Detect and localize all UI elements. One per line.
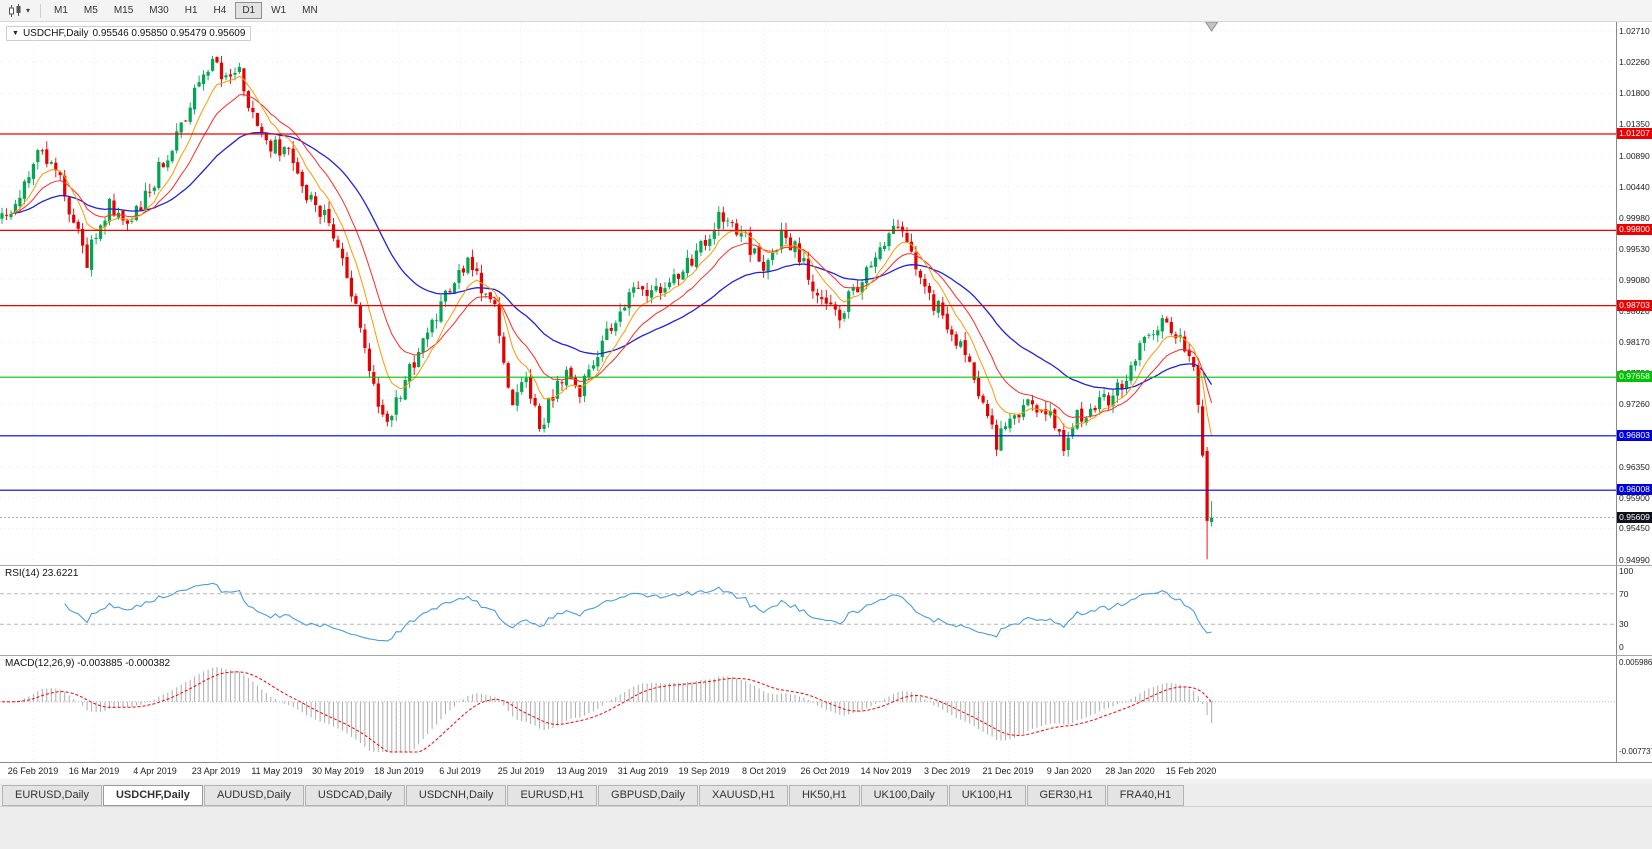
price-scale-label: 0.99530 [1619, 244, 1650, 254]
timeframe-button-d1[interactable]: D1 [235, 2, 263, 19]
chart-tab-hk50-h1[interactable]: HK50,H1 [788, 785, 860, 806]
chart-tab-uk100-daily[interactable]: UK100,Daily [860, 785, 948, 806]
date-axis-label: 16 Mar 2019 [68, 766, 120, 776]
chart-tab-bar: EURUSD,Daily USDCHF,Daily AUDUSD,Daily USDC… [0, 784, 1652, 806]
hline-price-tag: 0.98703 [1617, 300, 1652, 311]
price-scale-label: 1.01800 [1619, 88, 1650, 98]
date-axis-label: 3 Dec 2019 [923, 766, 971, 776]
date-axis-label: 6 Jul 2019 [439, 766, 481, 776]
candlestick-chart-icon [9, 3, 21, 17]
date-axis-label: 8 Oct 2019 [741, 766, 787, 776]
price-scale-label: 0.95450 [1619, 523, 1650, 533]
date-axis-label: 11 May 2019 [251, 766, 303, 776]
chart-tab-eurusd-h1[interactable]: EURUSD,H1 [507, 785, 598, 806]
rsi-indicator-label: RSI(14) 23.6221 [5, 568, 79, 579]
date-axis-label: 21 Dec 2019 [982, 766, 1034, 776]
hline-price-tag: 0.96803 [1617, 430, 1652, 441]
price-scale-label: 1.00890 [1619, 151, 1650, 161]
timeframe-button-h1[interactable]: H1 [184, 5, 198, 16]
timeframe-button-w1[interactable]: W1 [271, 5, 287, 16]
price-scale-label: 1.01350 [1619, 119, 1650, 129]
timeframe-button-mn[interactable]: MN [302, 5, 318, 16]
date-axis-label: 19 Sep 2019 [678, 766, 730, 776]
hline-price-tag: 0.97658 [1617, 371, 1652, 382]
chart-tab-usdcad-daily[interactable]: USDCAD,Daily [304, 785, 405, 806]
date-axis-label: 14 Nov 2019 [860, 766, 912, 776]
date-axis-label: 13 Aug 2019 [556, 766, 608, 776]
price-scale-label: 0.99080 [1619, 275, 1650, 285]
price-scale-label: 0.99980 [1619, 213, 1650, 223]
rsi-scale-label: 30 [1619, 619, 1629, 629]
price-scale-label: 0.98170 [1619, 337, 1650, 347]
date-axis-label: 4 Apr 2019 [133, 766, 177, 776]
macd-scale-label: 0.005986 [1619, 658, 1652, 667]
date-axis-label: 15 Feb 2020 [1165, 766, 1217, 776]
chart-tab-audusd-daily[interactable]: AUDUSD,Daily [203, 785, 304, 806]
pane-separator[interactable] [0, 655, 1652, 656]
toolbar-separator [40, 3, 42, 18]
date-axis-label: 9 Jan 2020 [1046, 766, 1092, 776]
price-scale-label: 1.02710 [1619, 26, 1650, 36]
price-scale-label: 0.96350 [1619, 462, 1650, 472]
macd-indicator-label: MACD(12,26,9) -0.003885 -0.000382 [5, 658, 171, 669]
rsi-scale-label: 0 [1619, 642, 1624, 652]
hline-price-tag: 0.96008 [1617, 484, 1652, 495]
macd-scale-label: -0.007737 [1619, 747, 1652, 756]
chart-ohlc-label: 0.95546 0.95850 0.95479 0.95609 [92, 28, 246, 39]
chart-tab-ger30-h1[interactable]: GER30,H1 [1026, 785, 1106, 806]
timeframe-button-h4[interactable]: H4 [213, 5, 227, 16]
timeframe-button-m15[interactable]: M15 [113, 5, 134, 16]
chart-tab-usdcnh-daily[interactable]: USDCNH,Daily [405, 785, 507, 806]
date-axis-label: 30 May 2019 [311, 766, 365, 776]
chart-tab-usdchf-daily[interactable]: USDCHF,Daily [102, 785, 203, 806]
timeframe-buttons: M1 M5 M15 M30 H1 H4 D1 W1 MN [47, 2, 327, 19]
rsi-scale-label: 70 [1619, 589, 1629, 599]
chart-tab-uk100-h1[interactable]: UK100,H1 [948, 785, 1026, 806]
toolbar: ▾ M1 M5 M15 M30 H1 H4 D1 W1 MN [0, 0, 1652, 22]
price-scale-label: 0.95900 [1619, 493, 1650, 503]
date-axis-label: 31 Aug 2019 [617, 766, 669, 776]
date-axis-label: 23 Apr 2019 [191, 766, 241, 776]
chart-type-button[interactable]: ▾ [4, 2, 34, 20]
chart-title: ▼ USDCHF,Daily 0.95546 0.95850 0.95479 0… [6, 26, 252, 41]
status-bar [0, 806, 1652, 849]
date-axis-label: 26 Feb 2019 [7, 766, 59, 776]
chart-tab-fra40-h1[interactable]: FRA40,H1 [1106, 785, 1185, 806]
timeframe-button-m5[interactable]: M5 [83, 5, 98, 16]
date-axis[interactable]: 26 Feb 2019 16 Mar 2019 4 Apr 2019 23 Apr 2… [0, 762, 1652, 779]
hline-price-tag: 1.01207 [1617, 128, 1652, 139]
date-axis-label: 18 Jun 2019 [374, 766, 424, 776]
price-scale-label: 0.97260 [1619, 399, 1650, 409]
current-price-tag: 0.95609 [1617, 512, 1652, 523]
dropdown-icon: ▼ [12, 30, 19, 37]
date-axis-label: 26 Oct 2019 [800, 766, 850, 776]
price-chart-canvas[interactable] [0, 22, 1616, 565]
price-scale[interactable]: 1.02710 1.02260 1.01800 1.01350 1.00890 1.004… [1616, 22, 1652, 762]
macd-pane-canvas[interactable] [0, 655, 1616, 762]
price-scale-label: 0.94990 [1619, 555, 1650, 565]
date-axis-label: 25 Jul 2019 [497, 766, 545, 776]
chart-window: ▼ USDCHF,Daily 0.95546 0.95850 0.95479 0… [0, 22, 1652, 779]
timeframe-button-m30[interactable]: M30 [149, 5, 169, 16]
hline-price-tag: 0.99800 [1617, 224, 1652, 235]
chart-tab-gbpusd-daily[interactable]: GBPUSD,Daily [598, 785, 698, 806]
date-axis-label: 28 Jan 2020 [1105, 766, 1155, 776]
price-scale-label: 0.98620 [1619, 306, 1650, 316]
chevron-down-icon: ▾ [26, 6, 31, 15]
timeframe-button-m1[interactable]: M1 [54, 5, 68, 16]
price-scale-label: 1.00440 [1619, 182, 1650, 192]
price-scale-label: 1.02260 [1619, 57, 1650, 67]
chart-symbol-label: USDCHF,Daily [22, 28, 89, 39]
pane-separator[interactable] [0, 565, 1652, 566]
chart-tab-xauusd-h1[interactable]: XAUUSD,H1 [698, 785, 788, 806]
rsi-pane-canvas[interactable] [0, 565, 1616, 655]
rsi-scale-label: 100 [1619, 566, 1634, 576]
chart-tab-eurusd-daily[interactable]: EURUSD,Daily [2, 785, 102, 806]
